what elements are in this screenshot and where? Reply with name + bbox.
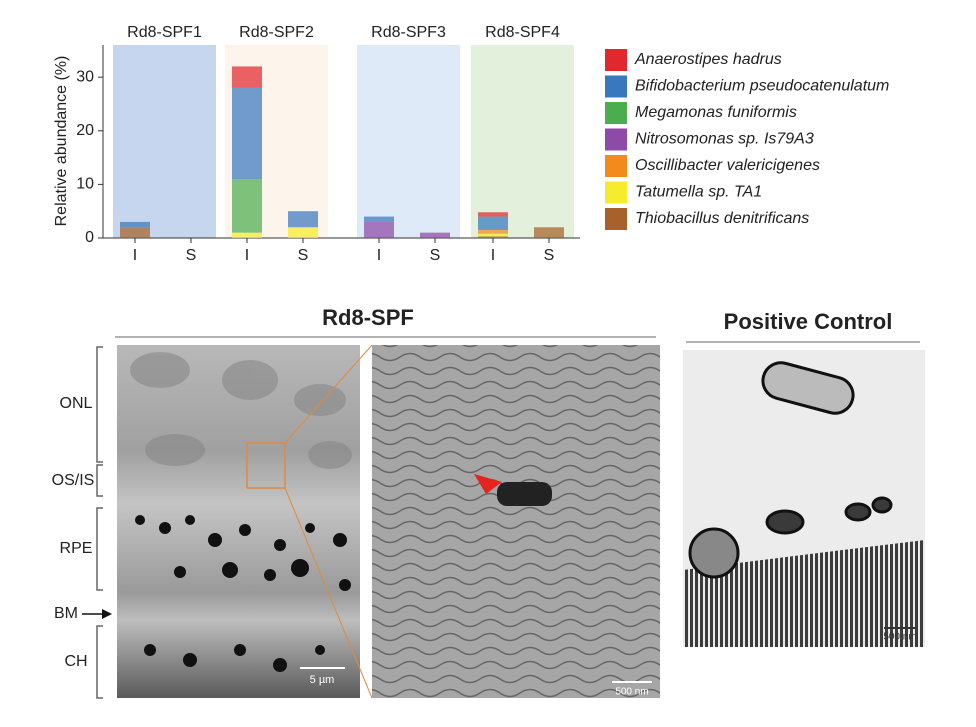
bar-segment	[232, 87, 262, 180]
arrowhead	[474, 474, 502, 494]
x-tick-label: S	[430, 247, 441, 264]
legend-swatch	[605, 75, 627, 98]
group-label: Rd8-SPF3	[371, 24, 446, 41]
bm-arrowhead	[102, 609, 112, 619]
microvilli	[683, 540, 925, 647]
bacteria	[688, 361, 893, 579]
bar-segment	[120, 227, 150, 238]
bar-chart: Relative abundance (%) Rd8-SPF1 Rd8-SPF2 R…	[53, 24, 889, 264]
x-tick-label: S	[298, 247, 309, 264]
bar-segment	[478, 212, 508, 217]
legend-label: Bifidobacterium pseudocatenulatum	[635, 78, 889, 95]
bacterium	[497, 482, 552, 506]
layer-label: CH	[64, 653, 87, 670]
legend-label: Oscillibacter valericigenes	[635, 157, 820, 174]
bar-segment	[420, 232, 450, 238]
legend-label: Nitrosomonas sp. Is79A3	[635, 131, 814, 148]
y-tick-label: 20	[76, 122, 94, 139]
panel-title: Positive Control	[724, 309, 893, 334]
legend-label: Megamonas funiformis	[635, 104, 797, 121]
rpe-granules	[135, 515, 351, 672]
y-tick-label: 0	[85, 229, 94, 246]
layer-brackets	[96, 346, 103, 699]
zoom-line	[284, 344, 373, 444]
x-tick-label: I	[133, 247, 137, 264]
bar-segment	[288, 227, 318, 238]
legend-swatch	[605, 155, 627, 177]
x-tick-label: S	[544, 247, 555, 264]
layer-label: BM	[54, 605, 78, 622]
legend-label: Anaerostipes hadrus	[634, 51, 782, 68]
layer-label: RPE	[60, 540, 93, 557]
x-tick-label: S	[186, 247, 197, 264]
nuclei	[130, 352, 352, 469]
group-label: Rd8-SPF4	[485, 24, 560, 41]
bar-segment	[120, 221, 150, 228]
bar-segment	[364, 216, 394, 222]
bar-segment	[288, 211, 318, 228]
bar-segment	[232, 232, 262, 238]
scale-label: 500 nm	[883, 632, 916, 643]
scale-label: 5 µm	[310, 674, 335, 686]
group-background	[113, 45, 216, 238]
group-label: Rd8-SPF1	[127, 24, 202, 41]
bar-segment	[478, 236, 508, 238]
legend-swatch	[605, 181, 627, 204]
group-label: Rd8-SPF2	[239, 24, 314, 41]
group-background	[471, 45, 574, 238]
legend-label: Thiobacillus denitrificans	[635, 210, 809, 227]
x-tick-label: I	[377, 247, 381, 264]
membrane-texture	[372, 345, 660, 698]
y-axis-label: Relative abundance (%)	[53, 56, 70, 227]
zoom-line	[284, 487, 373, 699]
layer-label: OS/IS	[52, 472, 95, 489]
legend-swatch	[605, 49, 627, 71]
zoom-box	[246, 442, 286, 489]
bar-segment	[364, 221, 394, 238]
bar-segment	[478, 216, 508, 230]
legend-label: Tatumella sp. TA1	[635, 184, 762, 201]
y-tick-label: 10	[76, 176, 94, 193]
bar-segment	[232, 179, 262, 233]
bar-segment	[478, 229, 508, 234]
group-background	[357, 45, 460, 238]
legend-swatch	[605, 208, 627, 230]
bar-segment	[232, 66, 262, 88]
scale-label: 500 nm	[615, 687, 648, 698]
legend-swatch	[605, 128, 627, 151]
y-tick-label: 30	[76, 68, 94, 85]
bar-segment	[478, 233, 508, 237]
layer-label: ONL	[60, 395, 93, 412]
legend-swatch	[605, 102, 627, 124]
micrographs: Rd8-SPF 5 µm 500 nm Positive Control	[52, 305, 925, 699]
bar-segment	[534, 227, 564, 238]
x-tick-label: I	[245, 247, 249, 264]
panel-title: Rd8-SPF	[322, 305, 414, 330]
x-tick-label: I	[491, 247, 495, 264]
